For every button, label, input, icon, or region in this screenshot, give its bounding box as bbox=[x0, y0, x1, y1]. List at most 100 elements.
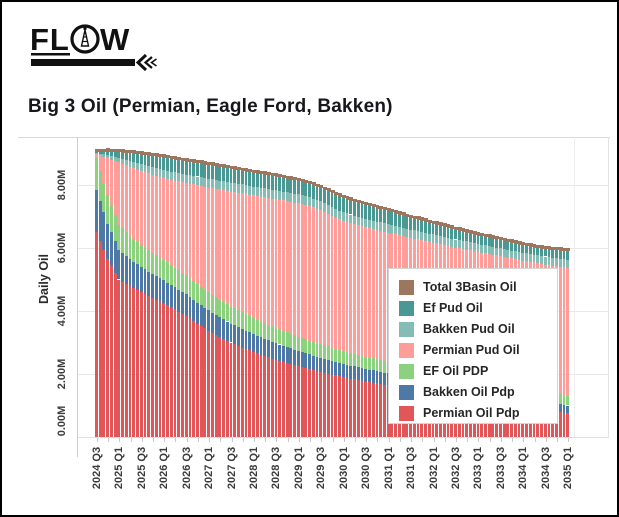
bar-segment-bakken-oil-pdp bbox=[222, 319, 225, 339]
bar-segment-permian-pud-oil bbox=[162, 177, 166, 260]
legend-item[interactable]: Permian Oil Pdp bbox=[399, 403, 557, 423]
bar-segment-ef-pud-oil bbox=[259, 173, 263, 188]
bar-segment-ef-oil-pdp bbox=[158, 257, 162, 279]
bar-segment-permian-pud-oil bbox=[166, 178, 169, 263]
bar-segment-permian-oil-pdp bbox=[289, 364, 293, 437]
bar-segment-ef-pud-oil bbox=[267, 175, 270, 190]
total-line-segment bbox=[308, 180, 313, 185]
total-line-segment bbox=[465, 229, 470, 233]
total-line-segment bbox=[259, 170, 264, 175]
bar-segment-permian-pud-oil bbox=[293, 202, 297, 336]
legend-item[interactable]: EF Oil PDP bbox=[399, 361, 557, 381]
bar-segment-permian-pud-oil bbox=[169, 179, 173, 266]
bar-segment-ef-pud-oil bbox=[439, 225, 442, 237]
x-tick-mark bbox=[523, 438, 525, 442]
bar-segment-bakken-oil-pdp bbox=[360, 368, 364, 381]
x-tick-mark bbox=[197, 438, 199, 442]
x-tick-mark bbox=[276, 438, 278, 442]
bar-segment-permian-pud-oil bbox=[248, 194, 252, 317]
bar-segment-ef-pud-oil bbox=[330, 193, 334, 208]
total-line-segment bbox=[506, 238, 511, 242]
bar-segment-ef-oil-pdp bbox=[259, 321, 263, 338]
total-line-segment bbox=[547, 246, 552, 250]
legend-label: Bakken Pud Oil bbox=[423, 322, 515, 336]
bar-segment-bakken-pud-oil bbox=[132, 162, 136, 169]
bar-segment-bakken-pud-oil bbox=[345, 213, 349, 222]
x-tick-mark bbox=[242, 438, 244, 442]
bar-segment-ef-oil-pdp bbox=[195, 284, 199, 303]
bar-segment-bakken-pud-oil bbox=[158, 168, 162, 177]
bar-segment-ef-pud-oil bbox=[113, 151, 117, 157]
bar-segment-ef-pud-oil bbox=[300, 181, 304, 196]
bar-segment-ef-pud-oil bbox=[188, 161, 192, 176]
bar-segment-ef-pud-oil bbox=[244, 171, 248, 186]
bar-segment-ef-pud-oil bbox=[562, 250, 566, 260]
bar-segment-ef-oil-pdp bbox=[218, 299, 222, 318]
bar-segment-permian-pud-oil bbox=[308, 206, 312, 341]
bar-segment-permian-oil-pdp bbox=[166, 305, 169, 437]
bar-segment-bakken-pud-oil bbox=[128, 161, 132, 168]
bar-segment-bakken-oil-pdp bbox=[323, 358, 326, 373]
total-line-segment bbox=[401, 212, 406, 216]
bar-segment-ef-pud-oil bbox=[225, 168, 229, 183]
bar-segment-bakken-oil-pdp bbox=[237, 327, 240, 346]
bar-segment-ef-pud-oil bbox=[379, 209, 383, 223]
x-tick-mark bbox=[422, 438, 424, 442]
legend-label: Total 3Basin Oil bbox=[423, 280, 517, 294]
bar-segment-permian-oil-pdp bbox=[207, 330, 211, 437]
bar-segment-bakken-pud-oil bbox=[154, 167, 158, 176]
legend-item[interactable]: Total 3Basin Oil bbox=[399, 277, 557, 297]
bar-segment-ef-oil-pdp bbox=[296, 336, 300, 351]
bar-segment-permian-oil-pdp bbox=[382, 384, 386, 437]
total-line-segment bbox=[446, 224, 451, 228]
legend-item[interactable]: Bakken Pud Oil bbox=[399, 319, 557, 339]
bar-segment-ef-pud-oil bbox=[521, 245, 525, 253]
y-axis-title: Daily Oil bbox=[37, 253, 51, 305]
legend-swatch bbox=[399, 405, 414, 421]
bar-segment-bakken-pud-oil bbox=[536, 255, 540, 264]
total-line-segment bbox=[540, 245, 544, 249]
legend-item[interactable]: Ef Pud Oil bbox=[399, 298, 557, 318]
bar-segment-bakken-oil-pdp bbox=[166, 282, 169, 306]
total-line-segment bbox=[562, 247, 567, 252]
bar-segment-bakken-oil-pdp bbox=[562, 404, 566, 413]
bar-segment-permian-pud-oil bbox=[255, 196, 259, 320]
bar-segment-ef-pud-oil bbox=[278, 177, 282, 191]
total-line-segment bbox=[252, 169, 256, 173]
bar-segment-bakken-oil-pdp bbox=[181, 292, 184, 314]
bar-segment-bakken-pud-oil bbox=[454, 239, 457, 248]
x-tick-label: 2024 Q3 bbox=[90, 446, 103, 490]
total-line-segment bbox=[405, 213, 410, 217]
bar-segment-bakken-pud-oil bbox=[431, 234, 435, 243]
x-tick-mark bbox=[377, 438, 379, 442]
bar-segment-permian-pud-oil bbox=[282, 200, 285, 331]
total-line-segment bbox=[532, 244, 537, 248]
bar-segment-bakken-pud-oil bbox=[106, 155, 110, 159]
x-tick-label: 2030 Q1 bbox=[337, 446, 350, 490]
x-tick-mark bbox=[568, 438, 570, 442]
bar-segment-permian-pud-oil bbox=[195, 185, 199, 285]
x-axis-line bbox=[78, 437, 609, 438]
bar-segment-ef-pud-oil bbox=[248, 171, 252, 186]
bar-segment-permian-oil-pdp bbox=[154, 299, 158, 437]
bar-segment-ef-pud-oil bbox=[341, 198, 345, 213]
x-tick-mark bbox=[209, 438, 211, 442]
bar-segment-ef-pud-oil bbox=[293, 180, 297, 194]
bar-segment-ef-pud-oil bbox=[446, 227, 450, 238]
bar-segment-permian-oil-pdp bbox=[151, 297, 154, 437]
legend-item[interactable]: Permian Pud Oil bbox=[399, 340, 557, 360]
x-tick-mark bbox=[366, 438, 368, 442]
bar-segment-bakken-oil-pdp bbox=[341, 363, 345, 378]
legend-item[interactable]: Bakken Oil Pdp bbox=[399, 382, 557, 402]
total-line-segment bbox=[192, 159, 197, 163]
bar-segment-ef-oil-pdp bbox=[304, 339, 308, 354]
bar-segment-bakken-pud-oil bbox=[521, 252, 525, 261]
x-tick-mark bbox=[119, 438, 121, 442]
legend-swatch bbox=[399, 321, 414, 337]
bar-segment-permian-oil-pdp bbox=[147, 295, 151, 437]
total-line-segment bbox=[394, 210, 399, 214]
bar-segment-bakken-oil-pdp bbox=[311, 355, 315, 371]
bar-segment-bakken-oil-pdp bbox=[353, 366, 356, 380]
total-line-segment bbox=[225, 165, 230, 169]
bar-segment-ef-oil-pdp bbox=[326, 346, 330, 360]
